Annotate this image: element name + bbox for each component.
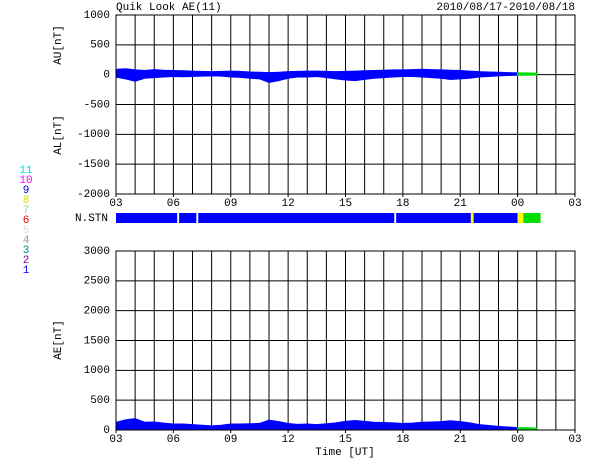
x-tick-label: 15 <box>339 434 352 446</box>
y-tick-label: 2500 <box>84 276 110 288</box>
nstn-segment <box>196 213 199 223</box>
y-tick-label: 1000 <box>84 10 110 22</box>
area <box>115 68 519 76</box>
station-legend-label: 11 <box>19 165 33 177</box>
station-legend-label: 1 <box>23 265 30 277</box>
y-tick-label: 1000 <box>84 365 110 377</box>
station-legend-label: 10 <box>19 175 32 187</box>
x-tick-label: 00 <box>511 434 524 446</box>
nstn-segment <box>470 213 474 223</box>
station-legend-label: 6 <box>23 215 30 227</box>
x-tick-label: 21 <box>454 198 468 210</box>
area <box>115 74 519 83</box>
nstn-segment <box>177 213 180 223</box>
x-tick-label: 03 <box>568 434 581 446</box>
nstn-segment <box>116 213 518 223</box>
y-tick-label: 500 <box>90 395 110 407</box>
x-tick-label: 03 <box>109 198 122 210</box>
y-axis-label: AU[nT] <box>53 25 65 65</box>
y-tick-label: 0 <box>103 70 110 82</box>
station-legend-label: 8 <box>23 195 30 207</box>
x-tick-label: 21 <box>454 434 468 446</box>
chart-title: Quik Look AE(11) <box>116 2 222 14</box>
nstn-segment <box>517 213 524 223</box>
x-tick-label: 03 <box>568 198 581 210</box>
x-tick-label: 03 <box>109 434 122 446</box>
y-tick-label: 0 <box>103 425 110 437</box>
x-tick-label: 15 <box>339 198 352 210</box>
y-tick-label: -1000 <box>77 129 110 141</box>
y-axis-label: AE[nT] <box>53 320 65 360</box>
y-tick-label: 500 <box>90 40 110 52</box>
nstn-segment <box>394 213 397 223</box>
x-tick-label: 18 <box>396 198 409 210</box>
station-legend-label: 4 <box>23 235 30 247</box>
plot-frame <box>115 250 576 431</box>
x-tick-label: 09 <box>224 198 237 210</box>
y-tick-label: -2000 <box>77 189 110 201</box>
x-tick-label: 12 <box>282 198 295 210</box>
plot-frame <box>115 14 576 195</box>
station-legend-label: 5 <box>23 225 30 237</box>
x-tick-label: 12 <box>282 434 295 446</box>
y-tick-label: 2000 <box>84 306 110 318</box>
x-tick-label: 18 <box>396 434 409 446</box>
y-tick-label: -1500 <box>77 159 110 171</box>
x-tick-label: 09 <box>224 434 237 446</box>
station-legend-label: 3 <box>23 245 30 257</box>
station-legend-label: 2 <box>23 255 30 267</box>
date-range: 2010/08/17-2010/08/18 <box>436 2 575 14</box>
y-tick-label: 3000 <box>84 246 110 258</box>
station-legend-label: 7 <box>23 205 30 217</box>
x-tick-label: 00 <box>511 198 524 210</box>
area <box>115 418 519 431</box>
nstn-label: N.STN <box>75 213 108 225</box>
y-tick-label: -500 <box>84 99 110 111</box>
y-tick-label: 1500 <box>84 335 110 347</box>
y-axis-label: AL[nT] <box>53 115 65 155</box>
area <box>517 74 538 76</box>
station-legend-label: 9 <box>23 185 30 197</box>
nstn-segment <box>523 213 541 223</box>
x-tick-label: 06 <box>167 434 180 446</box>
x-axis-label: Time [UT] <box>315 447 374 459</box>
x-tick-label: 06 <box>167 198 180 210</box>
